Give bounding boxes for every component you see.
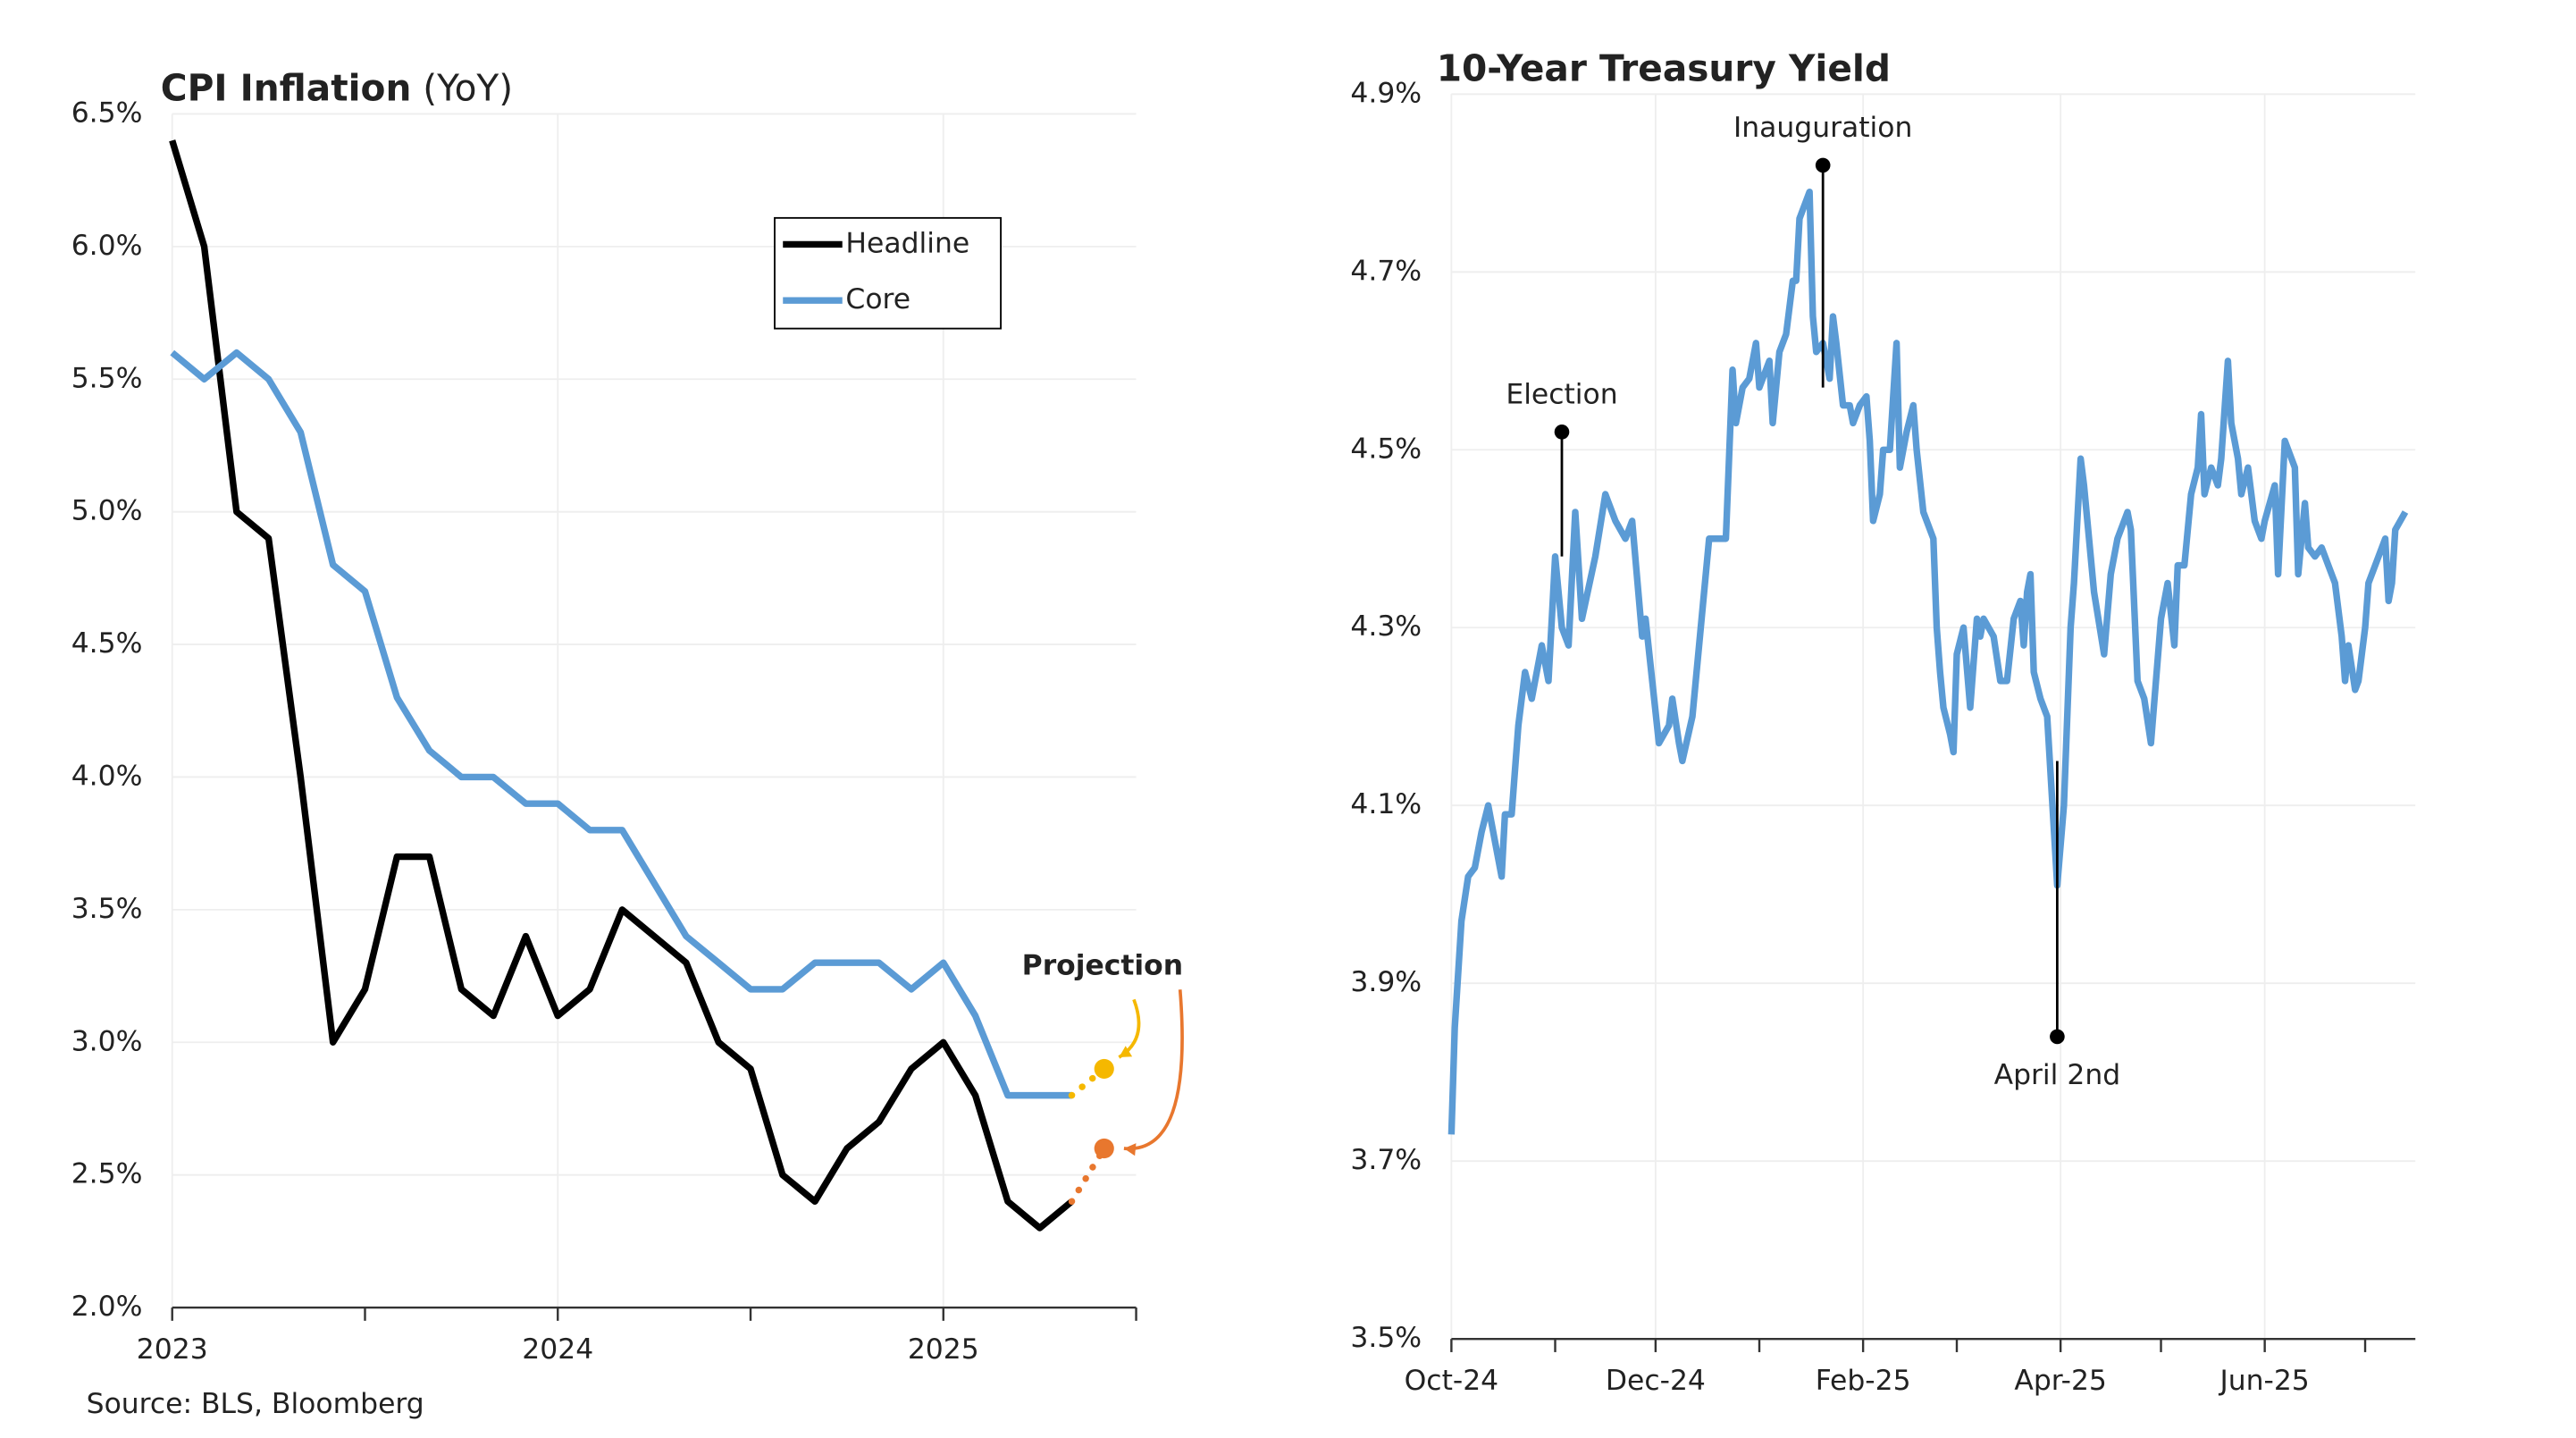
y-tick-label: 6.5%: [71, 97, 143, 129]
legend-box: [774, 216, 1002, 330]
y-tick-label: 3.0%: [71, 1025, 143, 1057]
projection-point: [1094, 1138, 1114, 1159]
annotation-label: April 2nd: [1994, 1059, 2121, 1091]
y-tick-label: 2.0%: [71, 1291, 143, 1323]
chart-title: CPI Inflation (YoY): [161, 67, 513, 110]
y-tick-label: 3.9%: [1350, 966, 1422, 998]
title-main: 10-Year Treasury Yield: [1437, 46, 1891, 89]
x-tick-label: Apr-25: [2014, 1365, 2107, 1397]
y-tick-label: 2.5%: [71, 1158, 143, 1190]
title-sub: (YoY): [423, 67, 513, 110]
x-tick-label: 2025: [908, 1333, 979, 1366]
series-line: [169, 139, 1074, 1232]
y-tick-label: 4.5%: [71, 627, 143, 660]
y-tick-label: 4.7%: [1350, 255, 1422, 287]
series-line: [1447, 189, 2409, 1135]
title-main: CPI Inflation: [161, 67, 412, 110]
projection-label: Projection: [1022, 949, 1183, 981]
y-tick-label: 5.5%: [71, 362, 143, 394]
annotation-dot: [2050, 1029, 2065, 1045]
y-tick-label: 4.3%: [1350, 610, 1422, 643]
x-tick-label: 2024: [522, 1333, 593, 1366]
projection-arrow: [1118, 998, 1141, 1059]
y-tick-label: 6.0%: [71, 230, 143, 262]
projection-arrow: [1123, 989, 1184, 1151]
annotation-dot: [1554, 425, 1570, 440]
x-tick-label: Feb-25: [1816, 1365, 1911, 1397]
y-tick-label: 4.1%: [1350, 788, 1422, 820]
x-tick-label: 2023: [137, 1333, 208, 1366]
x-tick-label: Jun-25: [2218, 1365, 2309, 1397]
arrow-head: [1123, 1143, 1137, 1156]
legend-label: Headline: [845, 227, 969, 259]
arrow-head: [1119, 1046, 1133, 1058]
y-tick-label: 3.5%: [71, 893, 143, 925]
x-tick-label: Oct-24: [1405, 1365, 1499, 1397]
y-tick-label: 4.9%: [1350, 77, 1422, 109]
y-tick-label: 5.0%: [71, 495, 143, 527]
y-tick-label: 4.5%: [1350, 433, 1422, 465]
series-line: [170, 349, 1072, 1099]
chart-title: 10-Year Treasury Yield: [1437, 46, 1891, 89]
x-tick-label: Dec-24: [1606, 1365, 1706, 1397]
legend-label: Core: [845, 283, 910, 315]
projection-dots: [1068, 1145, 1108, 1206]
projection-point: [1094, 1058, 1114, 1080]
annotation-label: Election: [1506, 379, 1617, 411]
annotation-label: Inauguration: [1733, 112, 1912, 144]
source-note: Source: BLS, Bloomberg: [87, 1388, 424, 1420]
y-tick-label: 3.5%: [1350, 1322, 1422, 1354]
y-tick-label: 4.0%: [71, 760, 143, 792]
y-tick-label: 3.7%: [1350, 1144, 1422, 1176]
annotation-dot: [1815, 157, 1831, 173]
